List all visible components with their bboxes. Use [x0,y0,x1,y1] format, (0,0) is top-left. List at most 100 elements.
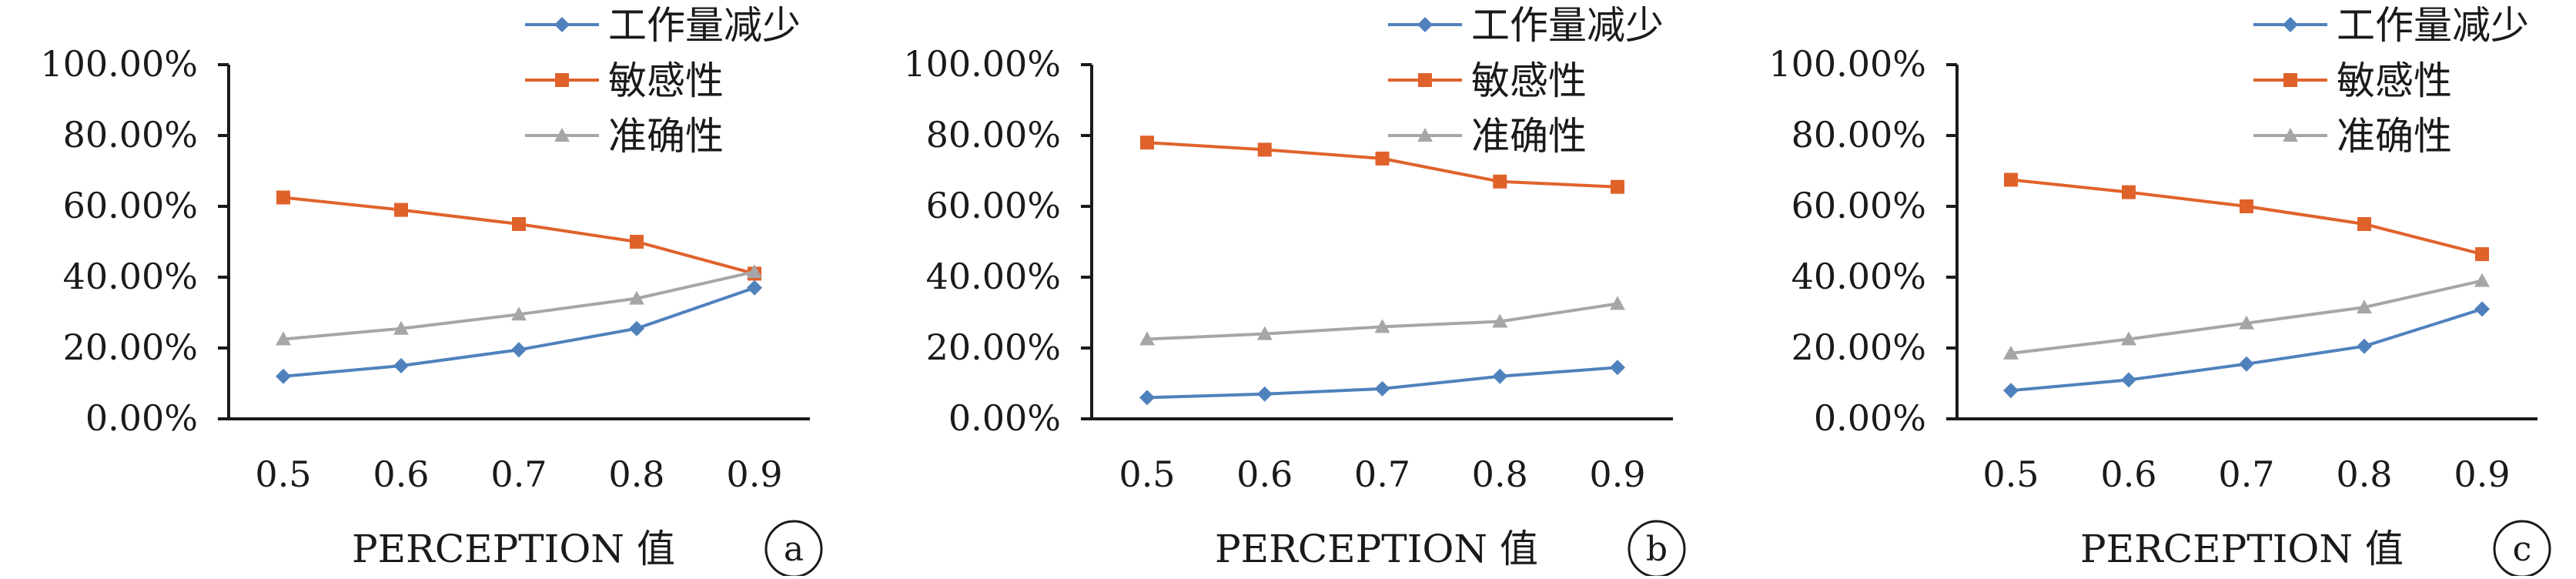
data-point [276,368,291,384]
series-line [283,270,755,341]
x-tick-label: 0.9 [2454,453,2510,495]
x-tick-label: 0.6 [1236,453,1293,495]
y-tick-label: 40.00% [1791,256,1926,297]
data-point [393,320,409,335]
data-point [2474,273,2490,287]
y-tick-label: 20.00% [926,326,1061,368]
x-tick-label: 0.8 [608,453,664,495]
legend-swatch-marker [1418,73,1432,87]
x-tick-label: 0.9 [726,453,782,495]
y-tick-label: 0.00% [948,397,1061,439]
data-point [1139,331,1155,346]
legend-swatch-marker [2283,17,2298,32]
series-1 [1140,136,1624,194]
x-tick-label: 0.7 [2218,453,2274,495]
data-point [1139,390,1155,406]
legend-entry: 准确性 [1388,114,1587,159]
data-point [1257,142,1272,157]
y-tick-label: 80.00% [926,114,1061,156]
data-point [747,264,762,279]
y-tick-label: 40.00% [926,256,1061,297]
series-0 [1139,360,1625,406]
panel-label: c [2513,530,2532,569]
series-line [2010,178,2483,256]
data-point [2239,356,2254,372]
x-tick-label: 0.6 [373,453,429,495]
x-axis-title: PERCEPTION 值 [2080,527,2404,571]
legend-label: 工作量减少 [1471,3,1664,48]
y-tick-label: 20.00% [1791,326,1926,368]
data-point [1611,179,1624,194]
data-point [2004,172,2018,187]
y-tick-label: 60.00% [926,185,1061,226]
legend-label: 敏感性 [608,59,724,103]
x-tick-label: 0.8 [1472,453,1528,495]
y-tick-label: 60.00% [63,185,198,226]
data-point [393,358,409,373]
panel-label: a [784,530,804,569]
data-point [2003,383,2019,399]
y-tick-label: 0.00% [85,397,198,439]
y-tick-label: 40.00% [63,256,198,297]
legend-entry: 工作量减少 [2253,3,2529,48]
legend-swatch-marker [555,73,569,87]
legend-swatch-marker [2283,73,2297,87]
data-point [2474,301,2490,317]
data-point [1610,360,1625,376]
x-tick-label: 0.8 [2336,453,2392,495]
data-point [2121,331,2136,346]
data-point [2240,199,2253,213]
x-axis-title: PERCEPTION 值 [352,527,675,571]
legend-swatch-marker [554,128,570,142]
data-point [512,217,526,231]
legend-label: 准确性 [2337,114,2452,159]
data-point [2357,300,2372,314]
y-tick-label: 0.00% [1814,397,1926,439]
x-axis-title: PERCEPTION 值 [1215,527,1538,571]
y-tick-label: 100.00% [40,43,198,85]
data-point [2357,217,2371,231]
legend-label: 敏感性 [2337,59,2452,103]
legend-entry: 敏感性 [2253,59,2452,103]
data-point [629,320,644,336]
legend-swatch-marker [1417,128,1433,142]
x-tick-label: 0.7 [1354,453,1410,495]
series-1 [2004,172,2489,262]
legend-swatch-marker [1417,17,1433,32]
series-2 [1139,296,1625,346]
y-tick-label: 20.00% [63,326,198,368]
data-point [1374,380,1390,397]
x-tick-label: 0.5 [255,453,311,495]
data-point [511,306,527,321]
legend-entry: 准确性 [2253,114,2452,159]
legend-label: 准确性 [1471,114,1587,159]
data-point [2003,345,2019,360]
y-tick-label: 100.00% [903,43,1061,85]
legend-entry: 工作量减少 [525,3,801,48]
data-point [747,279,762,296]
legend-swatch-marker [554,17,570,32]
x-tick-label: 0.7 [490,453,547,495]
data-point [394,202,408,217]
data-point [629,290,644,305]
data-point [2357,338,2372,354]
data-point [630,235,644,249]
data-point [1610,296,1625,310]
series-line [283,196,755,276]
y-tick-label: 100.00% [1768,43,1926,85]
legend-entry: 敏感性 [1388,59,1587,103]
data-point [1256,386,1273,402]
series-2 [2003,273,2490,360]
legend-label: 准确性 [608,114,724,159]
series-2 [276,264,762,346]
legend-entry: 敏感性 [525,59,724,103]
legend-entry: 工作量减少 [1388,3,1664,48]
data-point [1492,313,1508,328]
x-tick-label: 0.9 [1589,453,1645,495]
series-0 [2003,301,2490,399]
data-point [1374,319,1390,333]
x-tick-label: 0.6 [2100,453,2156,495]
x-tick-label: 0.5 [1119,453,1175,495]
legend-swatch-marker [2283,128,2298,142]
